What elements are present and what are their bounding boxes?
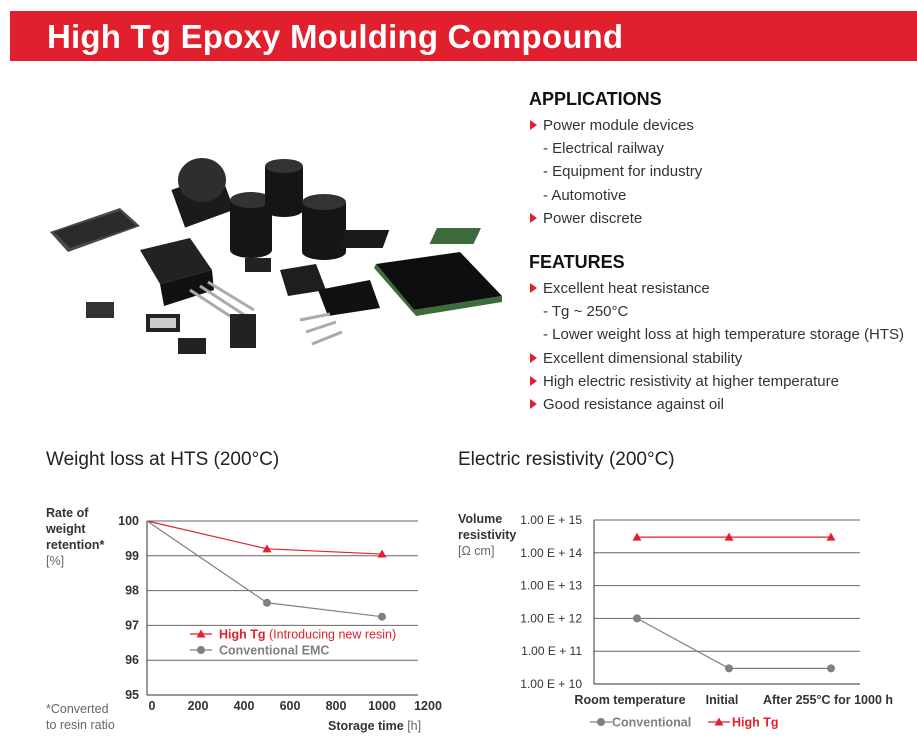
soic-package — [86, 302, 114, 318]
y-tick-label: 97 — [125, 618, 139, 632]
chart-title-resistivity: Electric resistivity (200°C) — [458, 449, 675, 470]
title-banner: High Tg Epoxy Moulding Compound — [10, 11, 917, 61]
legend-label: Conventional EMC — [219, 644, 329, 658]
applications-section: APPLICATIONS Power module devices - Elec… — [529, 89, 702, 230]
x-tick-label: 0 — [149, 699, 156, 713]
xlabel-text: Storage time — [328, 719, 404, 733]
x-tick-label: 600 — [280, 699, 301, 713]
y-tick-label: 100 — [118, 514, 139, 528]
x-category-label: Room temperature — [574, 693, 685, 707]
weight-chart-footnote: *Converted to resin ratio — [46, 701, 115, 733]
data-point — [632, 532, 642, 541]
x-category-label: After 255°C for 1000 h — [763, 693, 893, 707]
weight-chart-xlabel: Storage time [h] — [328, 718, 421, 734]
y-tick-label: 96 — [125, 653, 139, 667]
data-point — [827, 664, 835, 673]
list-item: Excellent dimensional stability — [529, 347, 904, 370]
y-tick-label: 1.00 E + 13 — [520, 579, 582, 593]
data-point — [724, 532, 734, 541]
legend-label: Conventional — [612, 716, 691, 730]
list-item: Power module devices — [529, 114, 702, 137]
footnote-line: *Converted — [46, 702, 109, 716]
legend-marker — [597, 718, 605, 726]
data-point — [262, 544, 272, 553]
large-bga-package — [374, 252, 502, 316]
y-tick-label: 1.00 E + 10 — [520, 677, 582, 691]
footnote-line: to resin ratio — [46, 718, 115, 732]
list-item: - Tg ~ 250°C — [543, 303, 629, 321]
list-item: - Automotive — [543, 186, 627, 204]
legend-note: (Introducing new resin) — [266, 628, 397, 642]
list-item: Power discrete — [529, 207, 702, 230]
ylabel-line: weight — [46, 522, 86, 536]
features-list: Excellent heat resistance - Tg ~ 250°C -… — [529, 277, 904, 416]
legend-label: High Tg — [732, 716, 779, 730]
data-point — [263, 598, 271, 607]
sot-package — [245, 258, 271, 272]
y-tick-label: 98 — [125, 584, 139, 598]
x-tick-label: 400 — [234, 699, 255, 713]
ylabel-unit: [Ω cm] — [458, 544, 495, 558]
features-heading: FEATURES — [529, 252, 625, 272]
to220-package — [280, 264, 380, 346]
x-tick-label: 1200 — [414, 699, 442, 713]
legend-label: High Tg (Introducing new resin) — [219, 628, 396, 642]
ylabel-line: Volume — [458, 512, 503, 526]
qfp-package — [50, 208, 140, 252]
list-item: - Lower weight loss at high temperature … — [543, 326, 904, 344]
x-tick-label: 200 — [188, 699, 209, 713]
data-point — [826, 532, 836, 541]
y-tick-label: 1.00 E + 11 — [521, 644, 582, 658]
page-title: High Tg Epoxy Moulding Compound — [47, 18, 624, 55]
ssop-package — [178, 338, 206, 354]
legend-marker — [714, 717, 724, 726]
ylabel-line: resistivity — [458, 528, 517, 542]
x-tick-label: 1000 — [368, 699, 396, 713]
data-point — [377, 549, 387, 558]
data-point — [725, 664, 733, 673]
list-item: High electric resistivity at higher temp… — [529, 370, 904, 393]
module-package — [146, 314, 180, 332]
applications-list: Power module devices - Electrical railwa… — [529, 114, 702, 230]
list-item: Good resistance against oil — [529, 393, 904, 416]
ylabel-line: retention* — [46, 538, 105, 552]
product-photo — [50, 158, 502, 354]
y-tick-label: 1.00 E + 12 — [520, 611, 582, 625]
y-tick-label: 99 — [125, 549, 139, 563]
list-item: - Electrical railway — [543, 140, 664, 158]
legend-marker — [197, 646, 205, 654]
cylinder-capacitors — [171, 158, 346, 260]
y-tick-label: 95 — [125, 688, 139, 702]
ylabel-line: Rate of — [46, 506, 89, 520]
bga-package-dark — [338, 230, 390, 248]
to247-package — [140, 238, 255, 322]
chart-title-weight-loss: Weight loss at HTS (200°C) — [46, 449, 280, 470]
xlabel-unit: [h] — [407, 719, 422, 733]
y-tick-label: 1.00 E + 14 — [520, 546, 582, 560]
x-tick-label: 800 — [326, 699, 347, 713]
x-category-label: Initial — [706, 693, 739, 707]
y-tick-label: 1.00 E + 15 — [520, 513, 582, 527]
bga-package-green — [429, 228, 481, 244]
list-item: - Equipment for industry — [543, 163, 703, 181]
data-point — [378, 612, 386, 621]
list-item: Excellent heat resistance — [529, 277, 904, 300]
ylabel-unit: [%] — [46, 554, 65, 568]
series-line — [636, 617, 831, 669]
features-section: FEATURES Excellent heat resistance - Tg … — [529, 252, 904, 416]
applications-heading: APPLICATIONS — [529, 89, 662, 109]
legend-marker — [196, 629, 206, 638]
sop-package — [230, 314, 256, 348]
data-point — [633, 614, 641, 623]
resistivity-chart-ylabel: Volume resistivity [Ω cm] — [458, 511, 516, 559]
weight-chart-ylabel: Rate of weight retention* [%] — [46, 505, 104, 569]
